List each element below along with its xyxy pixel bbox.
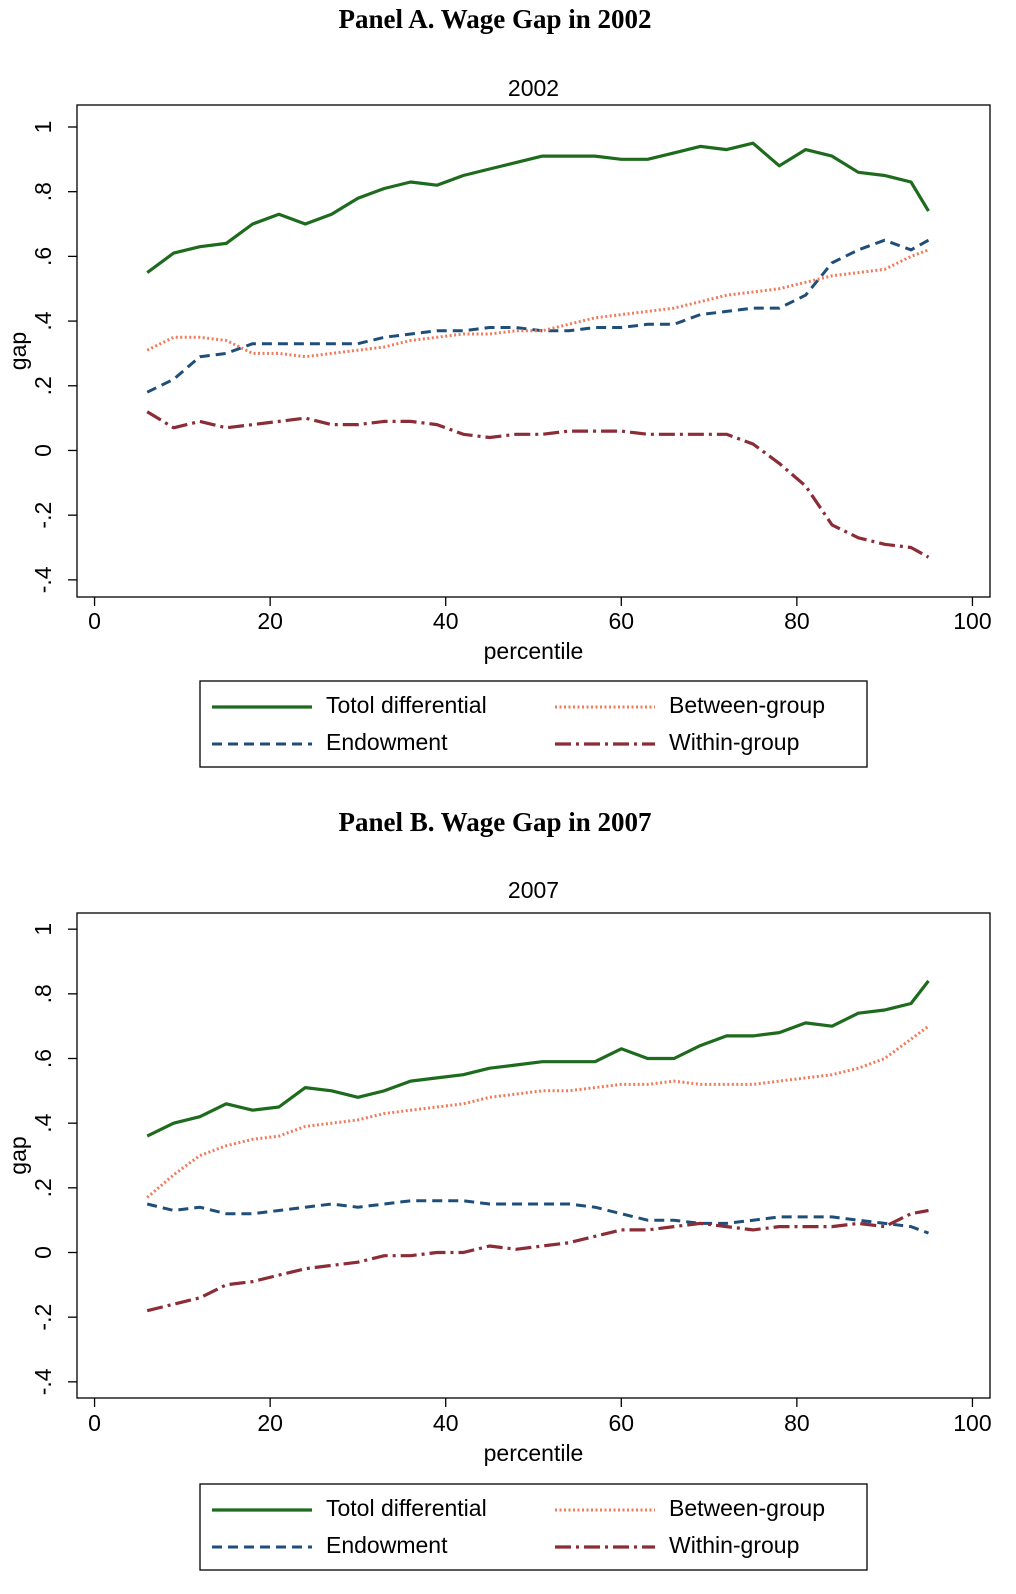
x-tick-label: 100 <box>953 1410 991 1436</box>
y-tick-label: 0 <box>30 1246 56 1259</box>
plot-frame <box>76 104 991 598</box>
x-tick-label: 40 <box>433 1410 459 1436</box>
y-tick-label: -.2 <box>30 1304 56 1331</box>
y-tick-label: .8 <box>30 984 56 1003</box>
legend-box <box>199 1483 868 1571</box>
x-tick-label: 0 <box>88 1410 101 1436</box>
y-tick-label: .6 <box>30 247 56 266</box>
x-tick-label: 100 <box>953 608 991 634</box>
y-tick-label: .4 <box>30 311 56 330</box>
series-line <box>146 1199 930 1235</box>
y-tick-label: .8 <box>30 182 56 201</box>
x-tick-label: 40 <box>433 608 459 634</box>
y-tick-label: 1 <box>30 121 56 134</box>
y-tick-label: .2 <box>30 1178 56 1197</box>
x-tick-label: 20 <box>257 1410 283 1436</box>
y-tick-label: .2 <box>30 376 56 395</box>
series-line <box>146 410 930 559</box>
legend-label: Endowment <box>326 729 448 755</box>
legend-box <box>199 680 868 768</box>
legend-label: Totol differential <box>326 692 487 718</box>
series-line <box>146 141 930 274</box>
chart-subtitle: 2007 <box>508 877 559 903</box>
y-tick-label: 0 <box>30 444 56 457</box>
legend-label: Between-group <box>669 692 825 718</box>
legend-label: Within-group <box>669 1532 799 1558</box>
y-axis-label: gap <box>5 332 31 370</box>
series-line <box>146 238 930 394</box>
y-axis-label: gap <box>5 1136 31 1174</box>
x-tick-label: 20 <box>257 608 283 634</box>
legend-label: Within-group <box>669 729 799 755</box>
plot-frame <box>76 912 991 1399</box>
series-line <box>146 1208 929 1313</box>
chart-subtitle: 2002 <box>508 75 559 101</box>
panel: Panel B. Wage Gap in 2007 2007 -.4 -.2 0 .2 .4… <box>5 807 992 1571</box>
y-tick-label: -.4 <box>30 1368 56 1395</box>
panel: Panel A. Wage Gap in 2002 2002 -.4 -.2 0 .2 .4… <box>5 4 992 768</box>
y-tick-label: -.2 <box>30 502 56 529</box>
x-tick-label: 0 <box>88 608 101 634</box>
x-tick-label: 60 <box>608 608 634 634</box>
x-tick-label: 80 <box>784 608 810 634</box>
y-tick-label: .4 <box>30 1113 56 1132</box>
legend-label: Between-group <box>669 1495 825 1521</box>
panel-title: Panel A. Wage Gap in 2002 <box>338 4 651 34</box>
y-tick-label: 1 <box>30 923 56 936</box>
legend-label: Totol differential <box>326 1495 487 1521</box>
x-axis-label: percentile <box>484 1440 584 1466</box>
x-tick-label: 60 <box>608 1410 634 1436</box>
x-axis-label: percentile <box>484 638 584 664</box>
series-line <box>146 979 930 1138</box>
panel-title: Panel B. Wage Gap in 2007 <box>338 807 651 837</box>
series-line <box>146 248 930 359</box>
x-tick-label: 80 <box>784 1410 810 1436</box>
series-line <box>146 1024 930 1199</box>
y-tick-label: .6 <box>30 1049 56 1068</box>
legend-label: Endowment <box>326 1532 448 1558</box>
y-tick-label: -.4 <box>30 566 56 593</box>
